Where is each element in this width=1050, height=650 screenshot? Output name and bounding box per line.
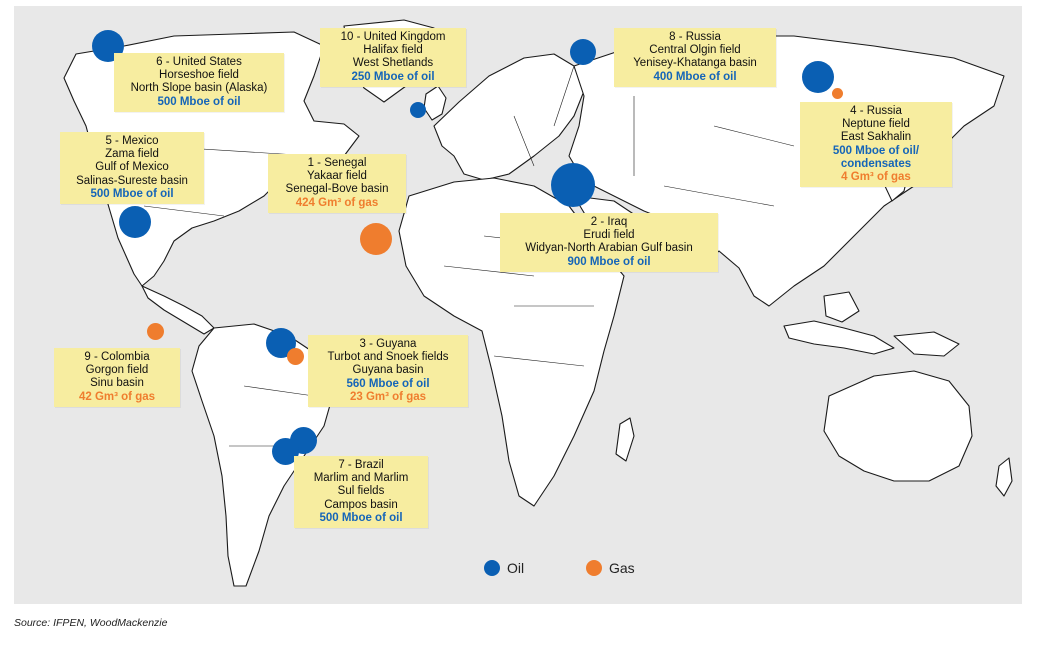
callout-line: East Sakhalin	[840, 131, 912, 144]
callout-united-kingdom: 10 - United Kingdom Halifax field West S…	[320, 28, 466, 87]
callout-line: Yakaar field	[307, 170, 367, 183]
callout-line: 9 - Colombia	[84, 351, 150, 363]
callout-oil-volume: 500 Mboe of oil	[319, 511, 403, 524]
legend-item-oil: Oil	[484, 560, 524, 576]
legend-item-gas: Gas	[586, 560, 635, 576]
callout-guyana: 3 - Guyana Turbot and Snoek fields Guyan…	[308, 335, 468, 408]
callout-oil-volume: 500 Mboe of oil	[90, 187, 174, 200]
callout-line: 8 - Russia	[669, 31, 721, 43]
callout-line: Widyan-North Arabian Gulf basin	[525, 242, 693, 255]
callout-line: 3 - Guyana	[359, 338, 417, 350]
landmass-australia	[823, 370, 973, 482]
landmass-europe	[433, 53, 585, 181]
callout-brazil: 7 - Brazil Marlim and Marlim Sul fields …	[294, 456, 428, 529]
callout-line: Sinu basin	[90, 377, 144, 390]
callout-line: Neptune field	[842, 118, 910, 131]
callout-gas-volume: 42 Gm³ of gas	[78, 390, 156, 403]
callout-line: Central Olgin field	[649, 44, 741, 57]
callout-line: 6 - United States	[156, 56, 242, 68]
callout-line: 1 - Senegal	[307, 157, 367, 169]
callout-oil-volume: 500 Mboe of oil	[157, 95, 241, 108]
callout-line: North Slope basin (Alaska)	[130, 82, 268, 95]
callout-line: 2 - Iraq	[590, 216, 628, 228]
callout-united-states: 6 - United States Horseshoe field North …	[114, 53, 284, 112]
callout-line: Erudi field	[583, 229, 635, 242]
landmass-new-zealand	[995, 457, 1013, 497]
bubble-oil-russia-8[interactable]	[570, 39, 596, 65]
callout-line: Turbot and Snoek fields	[327, 351, 449, 364]
callout-colombia: 9 - Colombia Gorgon field Sinu basin 42 …	[54, 348, 180, 407]
callout-oil-volume: 400 Mboe of oil	[653, 70, 737, 83]
callout-line: 10 - United Kingdom	[340, 31, 446, 43]
callout-line: Marlim and Marlim	[313, 472, 409, 485]
callout-line: Senegal-Bove basin	[285, 183, 389, 196]
callout-line: 4 - Russia	[850, 105, 902, 117]
callout-line: Yenisey-Khatanga basin	[633, 57, 757, 70]
legend-oil-label: Oil	[507, 560, 525, 576]
callout-mexico: 5 - Mexico Zama field Gulf of Mexico Sal…	[60, 132, 204, 205]
callout-oil-volume: 250 Mboe of oil	[351, 70, 435, 83]
world-map: 6 - United States Horseshoe field North …	[14, 6, 1022, 604]
bubble-oil-mexico[interactable]	[119, 206, 151, 238]
callout-line: Sul fields	[337, 485, 385, 498]
callout-line: Horseshoe field	[159, 69, 239, 82]
callout-gas-volume: 23 Gm³ of gas	[349, 390, 427, 403]
bubble-gas-russia-4[interactable]	[832, 88, 843, 99]
landmass-uk	[423, 85, 447, 121]
oil-swatch	[484, 560, 500, 576]
callout-line: Gorgon field	[85, 364, 149, 377]
callout-russia-8: 8 - Russia Central Olgin field Yenisey-K…	[614, 28, 776, 87]
callout-line: 7 - Brazil	[338, 459, 384, 471]
callout-oil-volume: 560 Mboe of oil	[346, 377, 430, 390]
bubble-gas-senegal[interactable]	[360, 223, 392, 255]
landmass-new-guinea	[893, 331, 960, 357]
bubble-oil-united-kingdom[interactable]	[410, 102, 426, 118]
landmass-borneo	[823, 291, 860, 323]
bubble-gas-guyana[interactable]	[287, 348, 304, 365]
callout-senegal: 1 - Senegal Yakaar field Senegal-Bove ba…	[268, 154, 406, 213]
bubble-oil-iraq[interactable]	[551, 163, 595, 207]
landmass-indonesia	[783, 320, 895, 355]
callout-line: Campos basin	[324, 498, 398, 511]
callout-gas-volume: 4 Gm³ of gas	[841, 171, 911, 184]
legend-gas-label: Gas	[609, 560, 635, 576]
bubble-oil-russia-4[interactable]	[802, 61, 834, 93]
bubble-gas-colombia[interactable]	[147, 323, 164, 340]
callout-line: Gulf of Mexico	[95, 161, 169, 174]
gas-swatch	[586, 560, 602, 576]
callout-iraq: 2 - Iraq Erudi field Widyan-North Arabia…	[500, 213, 718, 272]
callout-line: Salinas-Sureste basin	[76, 174, 188, 187]
callout-oil-volume: 900 Mboe of oil	[567, 255, 651, 268]
callout-line: Guyana basin	[352, 364, 424, 377]
callout-line: West Shetlands	[352, 57, 434, 70]
callout-oil-volume: 500 Mboe of oil/ condensates	[832, 144, 920, 170]
callout-line: Halifax field	[363, 44, 423, 57]
callout-russia-4: 4 - Russia Neptune field East Sakhalin 5…	[800, 102, 952, 188]
source-note: Source: IFPEN, WoodMackenzie	[14, 617, 168, 629]
callout-line: 5 - Mexico	[105, 135, 159, 147]
landmass-madagascar	[615, 417, 635, 462]
callout-gas-volume: 424 Gm³ of gas	[295, 196, 379, 209]
landmass-central-america	[141, 285, 215, 335]
callout-line: Zama field	[105, 148, 159, 161]
